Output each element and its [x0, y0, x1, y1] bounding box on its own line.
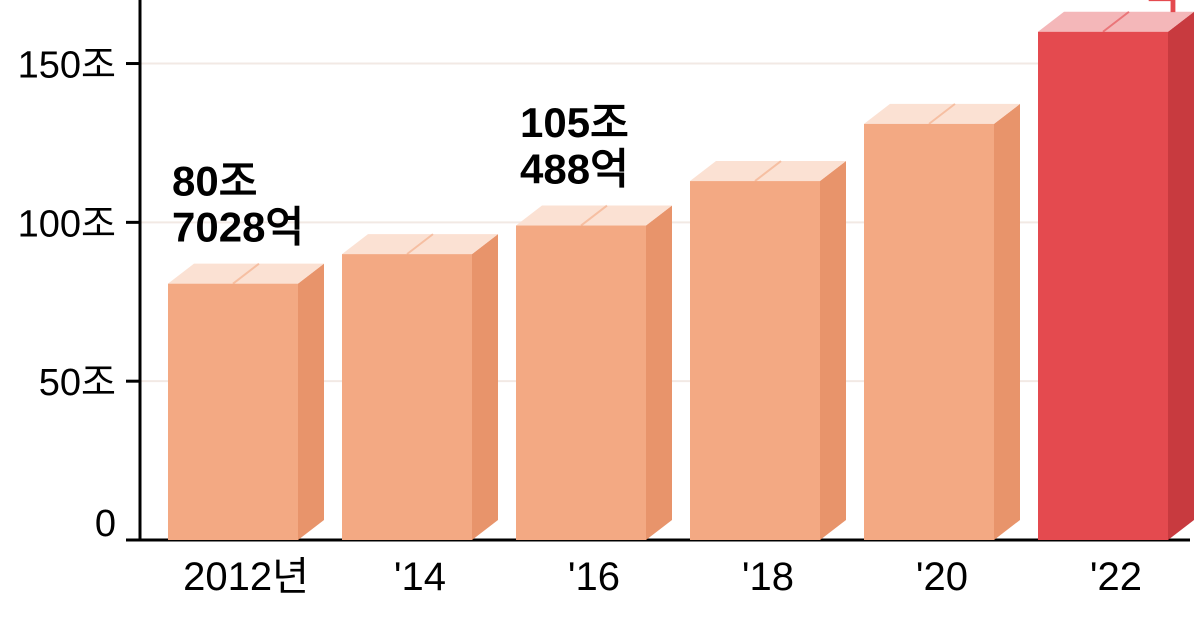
y-tick-label: 0	[95, 503, 116, 545]
y-tick-label: 50조	[39, 362, 116, 404]
cropped-value-label: 억	[1141, 0, 1180, 17]
svg-text:80조: 80조	[172, 157, 257, 204]
bar	[1038, 32, 1168, 540]
x-tick-label: '18	[742, 555, 794, 599]
bar-chart: 0 50조 100조 150조 2012년 '14 '16 '18 '20 '22 80조7028억…	[0, 0, 1200, 630]
y-tick-label: 150조	[18, 45, 116, 87]
x-tick-label: '16	[568, 555, 620, 599]
chart-container: 0 50조 100조 150조 2012년 '14 '16 '18 '20 '22 80조7028억…	[0, 0, 1200, 630]
bar-value-label: 105조488억	[520, 99, 629, 192]
x-tick-label: '14	[394, 555, 446, 599]
svg-text:488억: 488억	[520, 145, 629, 192]
x-tick-label: 2012년	[183, 555, 309, 599]
bar	[168, 284, 298, 540]
x-tick-label: '22	[1090, 555, 1142, 599]
bar	[864, 124, 994, 540]
bar	[690, 181, 820, 540]
y-tick-label: 100조	[18, 203, 116, 245]
svg-text:105조: 105조	[520, 99, 629, 146]
svg-text:7028억: 7028억	[172, 203, 304, 250]
bar	[342, 254, 472, 540]
bar	[516, 226, 646, 540]
x-tick-label: '20	[916, 555, 968, 599]
